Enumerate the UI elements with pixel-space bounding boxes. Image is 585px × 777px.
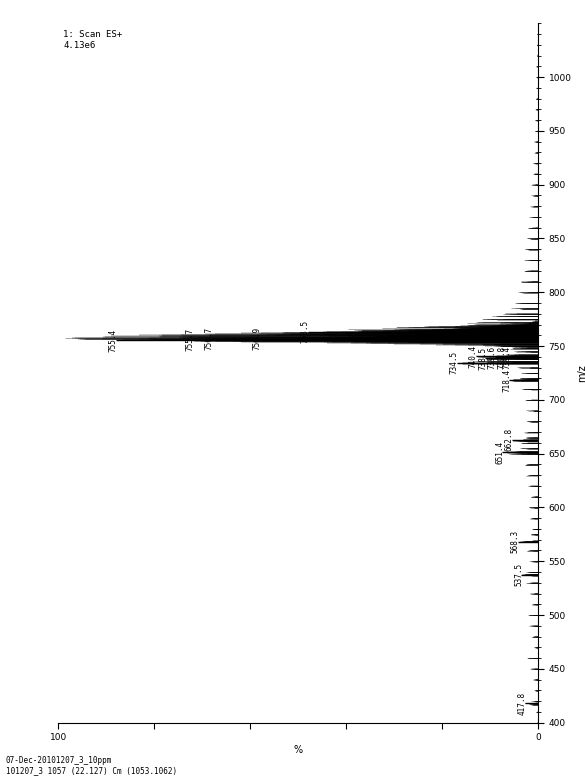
Text: 734.5: 734.5 — [449, 351, 459, 375]
Text: 568.3: 568.3 — [511, 530, 520, 553]
Text: 739.8: 739.8 — [497, 346, 507, 368]
X-axis label: %: % — [294, 745, 303, 754]
Text: 756.7: 756.7 — [205, 327, 214, 350]
Text: 755.4: 755.4 — [109, 329, 118, 352]
Text: 740.4: 740.4 — [469, 345, 477, 368]
Text: 739.6: 739.6 — [488, 346, 497, 369]
Text: 417.8: 417.8 — [518, 692, 526, 715]
Text: 1: Scan ES+
4.13e6: 1: Scan ES+ 4.13e6 — [63, 30, 122, 50]
Text: 763.5: 763.5 — [301, 320, 309, 343]
Text: 651.4: 651.4 — [495, 441, 504, 464]
Text: 738.5: 738.5 — [478, 347, 487, 370]
Text: 662.8: 662.8 — [505, 428, 514, 451]
Text: 756.9: 756.9 — [253, 327, 261, 350]
Text: 739.4: 739.4 — [502, 346, 511, 369]
Text: 755.7: 755.7 — [185, 329, 195, 351]
Y-axis label: m/z: m/z — [577, 364, 585, 382]
Text: 07-Dec-20101207_3_10ppm
101207_3 1057 (22.127) Cm (1053.1062): 07-Dec-20101207_3_10ppm 101207_3 1057 (2… — [6, 756, 177, 775]
Text: 537.5: 537.5 — [514, 563, 523, 586]
Text: 718.4: 718.4 — [502, 368, 511, 392]
